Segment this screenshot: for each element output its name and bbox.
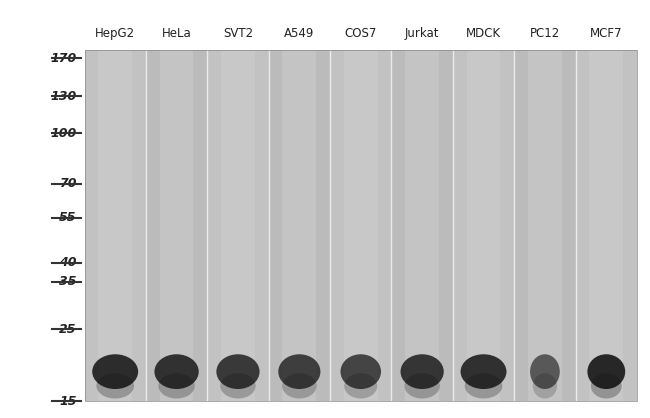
Text: Jurkat: Jurkat xyxy=(405,27,439,40)
Ellipse shape xyxy=(465,373,502,398)
Bar xyxy=(268,50,330,401)
Text: MCF7: MCF7 xyxy=(590,27,623,40)
Bar xyxy=(84,50,637,401)
Bar xyxy=(405,50,439,401)
Text: 35: 35 xyxy=(59,275,77,288)
Bar xyxy=(207,50,268,401)
Ellipse shape xyxy=(344,373,377,398)
Ellipse shape xyxy=(220,373,255,398)
Bar xyxy=(590,50,623,401)
Bar xyxy=(221,50,255,401)
Bar xyxy=(391,50,453,401)
Ellipse shape xyxy=(591,373,622,398)
Ellipse shape xyxy=(155,354,199,389)
Text: HeLa: HeLa xyxy=(162,27,192,40)
Bar xyxy=(160,50,194,401)
Text: PC12: PC12 xyxy=(530,27,560,40)
Ellipse shape xyxy=(159,373,195,398)
Text: A549: A549 xyxy=(284,27,315,40)
Text: HepG2: HepG2 xyxy=(95,27,135,40)
Text: 130: 130 xyxy=(51,89,77,103)
Bar xyxy=(98,50,132,401)
Bar xyxy=(528,50,562,401)
Bar xyxy=(283,50,317,401)
Bar xyxy=(84,50,146,401)
Text: 70: 70 xyxy=(59,177,77,190)
Ellipse shape xyxy=(400,354,444,389)
Text: 40: 40 xyxy=(59,256,77,269)
Text: SVT2: SVT2 xyxy=(223,27,253,40)
Bar xyxy=(576,50,637,401)
Ellipse shape xyxy=(404,373,440,398)
Text: 55: 55 xyxy=(59,211,77,224)
Text: 15: 15 xyxy=(59,395,77,408)
Bar xyxy=(514,50,576,401)
Text: MDCK: MDCK xyxy=(466,27,501,40)
Bar xyxy=(453,50,514,401)
Text: 100: 100 xyxy=(51,127,77,140)
Ellipse shape xyxy=(530,354,560,389)
Ellipse shape xyxy=(341,354,381,389)
Ellipse shape xyxy=(96,373,134,398)
Ellipse shape xyxy=(92,354,138,389)
Ellipse shape xyxy=(461,354,506,389)
Ellipse shape xyxy=(533,373,557,398)
Text: 170: 170 xyxy=(51,52,77,65)
Bar xyxy=(84,50,637,401)
Ellipse shape xyxy=(588,354,625,389)
Text: 25: 25 xyxy=(59,323,77,336)
Text: COS7: COS7 xyxy=(344,27,377,40)
Bar xyxy=(330,50,391,401)
Bar xyxy=(467,50,500,401)
Bar xyxy=(344,50,378,401)
Bar xyxy=(146,50,207,401)
Ellipse shape xyxy=(282,373,317,398)
Ellipse shape xyxy=(216,354,259,389)
Ellipse shape xyxy=(278,354,320,389)
